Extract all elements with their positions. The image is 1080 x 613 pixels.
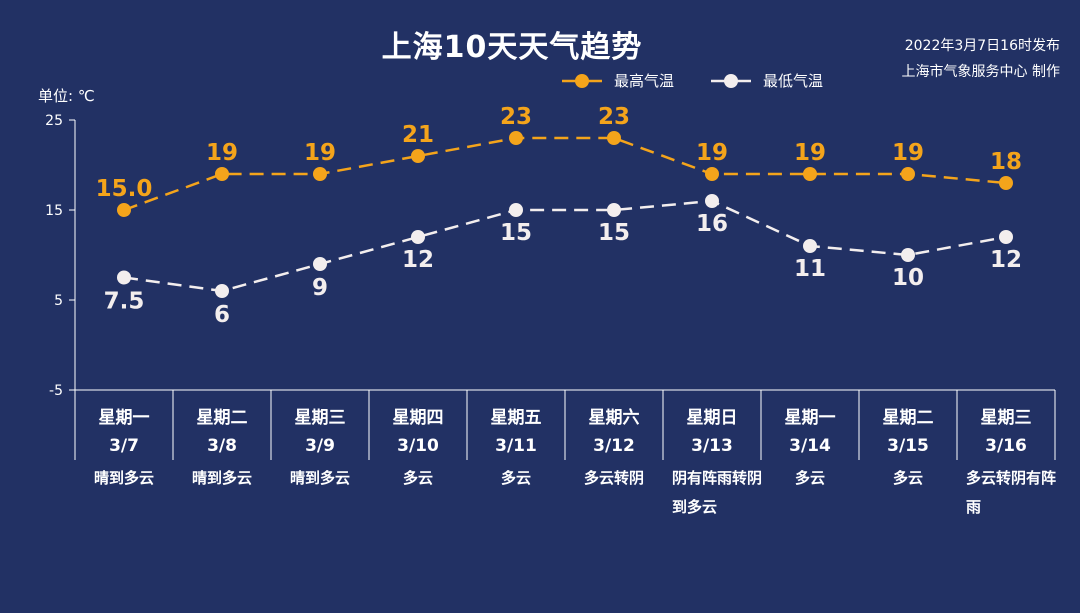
series-high-point <box>509 131 523 145</box>
series-high-point <box>705 167 719 181</box>
weather-label: 阴有阵雨转阴 <box>672 469 762 487</box>
date-label: 3/11 <box>495 436 537 456</box>
weather-label: 雨 <box>966 498 981 516</box>
series-high-point <box>803 167 817 181</box>
series-lines: 15.0 19 19 21 23 23 19 19 19 18 7.5 6 9 12 15 15 16 11 10 1… <box>96 104 1022 328</box>
series-low-point <box>313 257 327 271</box>
weekday-label: 星期二 <box>197 408 248 428</box>
date-label: 3/10 <box>397 436 439 456</box>
legend-high-marker <box>575 74 589 88</box>
date-label: 3/7 <box>109 436 139 456</box>
series-high-point <box>411 149 425 163</box>
date-label: 3/14 <box>789 436 831 456</box>
series-high-point <box>607 131 621 145</box>
series-low-data-label: 12 <box>990 247 1022 273</box>
series-low-data-label: 6 <box>214 302 230 328</box>
series-low-point <box>215 284 229 298</box>
weekday-label: 星期六 <box>589 407 640 428</box>
weather-label: 多云转阴 <box>584 469 644 487</box>
series-low-point <box>411 230 425 244</box>
series-high-line <box>123 136 1007 212</box>
legend-low-label: 最低气温 <box>763 72 823 90</box>
weather-label: 多云 <box>403 469 433 487</box>
y-tick-label: -5 <box>49 383 63 399</box>
date-label: 3/15 <box>887 436 929 456</box>
series-high-data-label: 18 <box>990 149 1022 175</box>
weekday-label: 星期日 <box>687 408 738 428</box>
date-label: 3/12 <box>593 436 635 456</box>
publish-time: 2022年3月7日16时发布 <box>904 38 1060 54</box>
series-high-point <box>999 176 1013 190</box>
series-low-data-label: 12 <box>402 247 434 273</box>
producer-credit: 上海市气象服务中心 制作 <box>901 64 1060 80</box>
series-high-data-label: 21 <box>402 122 434 148</box>
weather-label: 晴到多云 <box>192 469 252 487</box>
series-high-point <box>117 203 131 217</box>
series-high-data-label: 19 <box>892 140 924 166</box>
series-high-data-label: 23 <box>500 104 532 130</box>
category-labels: 星期一 3/7 晴到多云 星期二 3/8 晴到多云 星期三 3/9 晴到多云 星期四 3/10 多云 星… <box>94 407 1056 516</box>
series-high-data-label: 19 <box>304 140 336 166</box>
series-low-data-label: 7.5 <box>104 289 145 315</box>
weekday-label: 星期三 <box>295 408 346 428</box>
series-high-point <box>215 167 229 181</box>
series-low-data-label: 16 <box>696 211 728 237</box>
series-low-point <box>705 194 719 208</box>
weekday-label: 星期一 <box>785 408 836 428</box>
series-high-data-label: 23 <box>598 104 630 130</box>
weekday-label: 星期二 <box>883 408 934 428</box>
series-high-point <box>901 167 915 181</box>
date-label: 3/8 <box>207 436 237 456</box>
weather-label: 晴到多云 <box>94 469 154 487</box>
axes: 25 15 5 -5 <box>45 113 1056 460</box>
weekday-label: 星期四 <box>393 408 444 428</box>
date-label: 3/9 <box>305 436 335 456</box>
series-low-data-label: 15 <box>598 220 630 246</box>
legend-low-marker <box>724 74 738 88</box>
series-high-point <box>313 167 327 181</box>
weather-label: 晴到多云 <box>290 469 350 487</box>
legend: 最高气温 最低气温 <box>562 72 823 90</box>
series-low-point <box>999 230 1013 244</box>
weather-label: 到多云 <box>672 498 717 516</box>
weekday-label: 星期三 <box>981 408 1032 428</box>
weather-label: 多云转阴有阵 <box>966 469 1056 487</box>
series-low-data-label: 15 <box>500 220 532 246</box>
weekday-label: 星期五 <box>491 408 542 428</box>
series-high-data-label: 19 <box>794 140 826 166</box>
y-tick-label: 15 <box>45 203 63 219</box>
legend-high-label: 最高气温 <box>614 72 674 90</box>
series-low-data-label: 11 <box>794 256 826 282</box>
weather-label: 多云 <box>893 469 923 487</box>
series-low-data-label: 10 <box>892 265 924 291</box>
series-high-data-label: 19 <box>696 140 728 166</box>
weather-label: 多云 <box>795 469 825 487</box>
date-label: 3/16 <box>985 436 1027 456</box>
weekday-label: 星期一 <box>99 408 150 428</box>
series-high-data-label: 19 <box>206 140 238 166</box>
series-low-point <box>509 203 523 217</box>
series-low-point <box>117 270 131 285</box>
series-low-line <box>123 199 1007 293</box>
series-low-data-label: 9 <box>312 275 328 301</box>
y-tick-label: 5 <box>54 293 63 309</box>
series-high-data-label: 15.0 <box>96 176 153 202</box>
series-low-point <box>803 239 817 253</box>
weather-label: 多云 <box>501 469 531 487</box>
y-axis-unit: 单位: ℃ <box>38 87 95 105</box>
series-low-point <box>607 203 621 217</box>
y-tick-label: 25 <box>45 113 63 129</box>
series-low-point <box>901 248 915 262</box>
chart-title: 上海10天天气趋势 <box>381 30 643 65</box>
date-label: 3/13 <box>691 436 733 456</box>
